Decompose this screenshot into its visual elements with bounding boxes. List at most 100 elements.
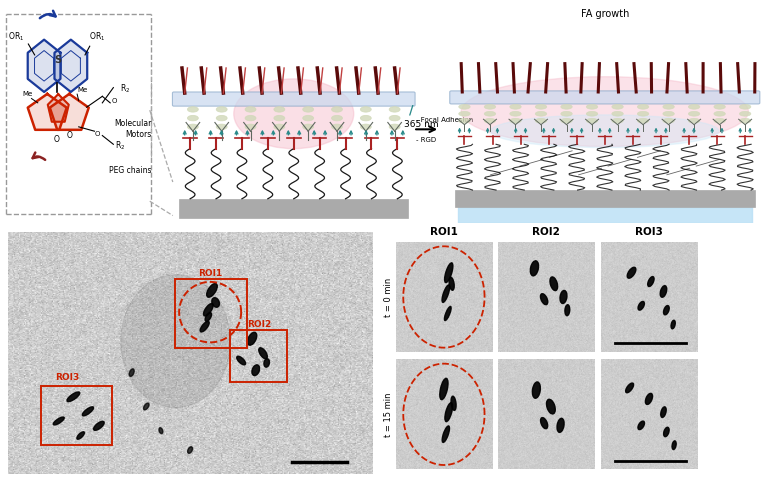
- Ellipse shape: [187, 124, 198, 129]
- Ellipse shape: [586, 104, 598, 109]
- Ellipse shape: [612, 104, 624, 109]
- Ellipse shape: [200, 321, 209, 332]
- Ellipse shape: [531, 261, 538, 276]
- Ellipse shape: [510, 118, 521, 123]
- Ellipse shape: [535, 118, 547, 123]
- Bar: [179, 199, 409, 218]
- Ellipse shape: [233, 79, 354, 148]
- Ellipse shape: [547, 399, 555, 414]
- Polygon shape: [48, 94, 68, 122]
- Ellipse shape: [159, 428, 163, 433]
- FancyBboxPatch shape: [450, 91, 760, 104]
- Ellipse shape: [245, 107, 256, 112]
- Ellipse shape: [714, 111, 725, 116]
- Ellipse shape: [510, 104, 521, 109]
- Text: ROI2: ROI2: [532, 227, 560, 237]
- Text: Me: Me: [77, 87, 88, 93]
- Bar: [455, 190, 755, 207]
- Ellipse shape: [485, 118, 495, 123]
- Ellipse shape: [94, 422, 104, 430]
- Ellipse shape: [187, 447, 193, 453]
- Ellipse shape: [332, 107, 343, 112]
- Ellipse shape: [586, 111, 598, 116]
- Ellipse shape: [627, 267, 636, 278]
- Ellipse shape: [485, 104, 495, 109]
- Ellipse shape: [671, 320, 675, 329]
- Ellipse shape: [664, 427, 669, 437]
- Ellipse shape: [440, 378, 448, 399]
- Ellipse shape: [637, 111, 649, 116]
- Ellipse shape: [740, 111, 751, 116]
- Polygon shape: [50, 94, 89, 130]
- Ellipse shape: [660, 407, 666, 417]
- Ellipse shape: [53, 417, 65, 425]
- Text: R$_2$: R$_2$: [115, 140, 125, 152]
- Ellipse shape: [144, 403, 149, 410]
- Text: Me: Me: [22, 91, 32, 97]
- Bar: [458, 207, 752, 223]
- Ellipse shape: [561, 111, 572, 116]
- Ellipse shape: [612, 118, 624, 123]
- Ellipse shape: [663, 111, 674, 116]
- Ellipse shape: [586, 118, 598, 123]
- Ellipse shape: [645, 393, 653, 404]
- Ellipse shape: [560, 290, 567, 304]
- Ellipse shape: [217, 115, 227, 121]
- Text: t = 15 min: t = 15 min: [384, 392, 393, 436]
- Ellipse shape: [121, 274, 230, 408]
- Ellipse shape: [688, 104, 700, 109]
- Ellipse shape: [303, 107, 313, 112]
- Text: O: O: [66, 131, 72, 140]
- Text: ROI3: ROI3: [635, 227, 663, 237]
- Text: R$_2$: R$_2$: [120, 83, 130, 95]
- Text: O: O: [54, 135, 60, 144]
- Ellipse shape: [612, 111, 624, 116]
- Text: - RGD: - RGD: [416, 137, 436, 143]
- Ellipse shape: [442, 426, 449, 443]
- Ellipse shape: [217, 124, 227, 129]
- Ellipse shape: [245, 124, 256, 129]
- Ellipse shape: [637, 118, 649, 123]
- Ellipse shape: [303, 115, 313, 121]
- Text: ROI1: ROI1: [198, 269, 222, 278]
- Polygon shape: [28, 94, 67, 130]
- Ellipse shape: [207, 284, 217, 297]
- Ellipse shape: [67, 392, 80, 402]
- Polygon shape: [28, 40, 61, 92]
- Text: S: S: [54, 56, 61, 65]
- Bar: [41, 386, 111, 445]
- Ellipse shape: [360, 107, 371, 112]
- Ellipse shape: [445, 263, 453, 283]
- Text: OR$_1$: OR$_1$: [90, 31, 106, 43]
- Ellipse shape: [303, 124, 313, 129]
- Ellipse shape: [187, 115, 198, 121]
- Ellipse shape: [485, 111, 495, 116]
- Ellipse shape: [458, 104, 470, 109]
- Ellipse shape: [360, 115, 371, 121]
- Ellipse shape: [449, 277, 454, 290]
- Ellipse shape: [740, 104, 751, 109]
- Ellipse shape: [557, 418, 564, 433]
- Ellipse shape: [204, 304, 214, 316]
- Ellipse shape: [535, 104, 547, 109]
- Ellipse shape: [638, 421, 644, 430]
- Text: ROI1: ROI1: [430, 227, 458, 237]
- Ellipse shape: [445, 403, 452, 422]
- Ellipse shape: [541, 418, 548, 429]
- Ellipse shape: [647, 276, 654, 286]
- Ellipse shape: [389, 115, 400, 121]
- Text: t = 0 min: t = 0 min: [384, 277, 393, 317]
- Ellipse shape: [77, 432, 84, 439]
- Ellipse shape: [510, 111, 521, 116]
- Ellipse shape: [205, 313, 211, 321]
- Ellipse shape: [660, 285, 667, 297]
- Ellipse shape: [252, 365, 260, 376]
- Ellipse shape: [247, 332, 257, 345]
- Ellipse shape: [672, 441, 676, 449]
- Ellipse shape: [637, 104, 649, 109]
- Ellipse shape: [442, 285, 449, 302]
- Bar: [230, 331, 286, 382]
- Ellipse shape: [561, 118, 572, 123]
- Text: O: O: [94, 131, 100, 137]
- Text: 365 nm: 365 nm: [403, 120, 439, 129]
